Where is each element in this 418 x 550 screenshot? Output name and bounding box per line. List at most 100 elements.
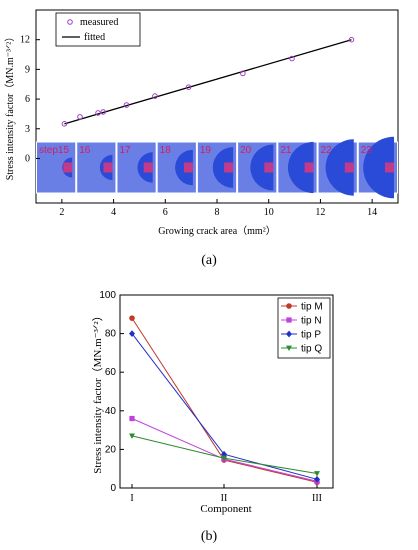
crack-tip-region [63, 162, 73, 173]
legend-label: tip P [301, 330, 321, 341]
data-b [129, 315, 320, 486]
crack-tip-region [344, 162, 354, 173]
crack-tip-region [143, 162, 153, 173]
crack-front [363, 136, 394, 199]
measured-point [61, 121, 68, 127]
legend-b-box [277, 297, 331, 359]
x-tick-label: 12 [315, 207, 325, 218]
legend-b: tip M tip N tip P tip Q [277, 297, 331, 359]
crack-front [287, 141, 314, 194]
legend-marker [286, 330, 292, 338]
legend-label: tip Q [301, 344, 322, 355]
data-point [129, 433, 135, 439]
measured-point [185, 84, 192, 90]
legend-label: tip N [301, 316, 322, 327]
crack-tip-region [264, 162, 274, 173]
y-tick-label: 20 [105, 444, 117, 455]
inset-frame: step15 [36, 141, 77, 194]
fitted-line [64, 39, 352, 125]
measured-point [289, 55, 295, 62]
y-tick-label: 0 [110, 483, 116, 494]
measured-point [240, 70, 246, 77]
crack-front [212, 147, 234, 188]
inset-frame: 17 [116, 141, 157, 194]
legend-fitted-label: fitted [84, 32, 105, 43]
data-point [129, 415, 135, 422]
x-tick-label: 8 [215, 207, 220, 218]
legend-label: tip M [301, 302, 323, 313]
panel-a: step15 16 17 18 19 20 21 22 23 2 4 6 8 10 12 14036912 … [4, 9, 399, 268]
data-a [61, 36, 355, 127]
y-axis-label-b: Stress intensity factor（MN.m⁻³ᐟ²） [91, 310, 104, 473]
y-tick-label: 40 [105, 406, 117, 417]
x-tick-label: 2 [59, 207, 64, 218]
crack-tip-region [224, 162, 234, 173]
inset-frame-label: 18 [160, 145, 172, 156]
legend-measured-label: measured [80, 17, 118, 28]
plot-b-frame [119, 294, 334, 489]
x-axis-label-a: Growing crack area（mm²） [158, 225, 275, 237]
y-tick-label: 9 [25, 64, 30, 75]
x-tick-label: 14 [367, 207, 377, 218]
inset-frame-label: 17 [119, 145, 131, 156]
inset-frame-label: 21 [280, 145, 292, 156]
inset-frame-label: 19 [200, 145, 212, 156]
data-point [314, 475, 320, 483]
legend-a-box [55, 12, 141, 47]
data-point [221, 455, 227, 462]
inset-frame: 19 [196, 141, 238, 194]
legend-marker [286, 345, 292, 351]
data-point [129, 315, 135, 321]
x-axis-label-b: Component [200, 503, 251, 515]
legend-marker [286, 303, 292, 309]
y-tick-label: 3 [25, 124, 30, 135]
inset-frame: 16 [76, 141, 117, 194]
inset-frame: 18 [156, 141, 197, 194]
crack-front [250, 144, 274, 191]
inset-frame-label: step15 [39, 145, 69, 156]
y-tick-label: 6 [25, 94, 30, 105]
x-tick-label: III [312, 493, 322, 504]
inset-frame: 23 [357, 136, 398, 199]
measured-point [77, 114, 83, 120]
x-tick-label: 4 [111, 207, 116, 218]
inset-frame: 21 [277, 141, 318, 194]
x-tick-label: 10 [264, 207, 274, 218]
y-tick-label: 80 [105, 329, 117, 340]
y-axis-label-a: Stress intensity factor（MN.m⁻³ᐟ²） [4, 32, 16, 181]
x-tick-label: I [130, 493, 133, 504]
y-tick-label: 12 [20, 35, 30, 46]
legend-measured-marker [67, 19, 73, 25]
inset-frame-label: 23 [361, 145, 373, 156]
crack-tip-region [183, 162, 193, 173]
panel-label-b: (b) [201, 529, 218, 544]
measured-point [95, 110, 101, 116]
axes-a: 2 4 6 8 10 12 14 0 3 6 9 12 [20, 35, 377, 218]
y-tick-label: 100 [99, 290, 116, 301]
measured-point [100, 109, 107, 115]
x-tick-label: II [221, 493, 228, 504]
legend-a: measured fitted [55, 12, 141, 47]
inset-frame-label: 16 [79, 145, 91, 156]
inset-frame-label: 20 [240, 145, 252, 156]
legend-marker [286, 317, 292, 323]
inset-frame-label: 22 [321, 145, 333, 156]
crack-tip-region [385, 162, 394, 173]
crack-tip-region [304, 162, 314, 173]
y-tick-label: 60 [105, 367, 117, 378]
crack-tip-region [103, 162, 113, 173]
inset-frame: 22 [317, 139, 358, 196]
inset-frame: 20 [237, 141, 278, 194]
data-point [129, 330, 135, 337]
inset-frames: step15 16 17 18 19 20 21 22 23 [36, 136, 398, 199]
crack-front [325, 139, 354, 196]
measured-point [348, 36, 355, 43]
measured-point [152, 93, 158, 99]
panel-label-a: (a) [201, 253, 217, 268]
y-tick-label: 0 [25, 153, 30, 164]
x-tick-label: 6 [163, 207, 168, 218]
data-point [314, 471, 320, 477]
